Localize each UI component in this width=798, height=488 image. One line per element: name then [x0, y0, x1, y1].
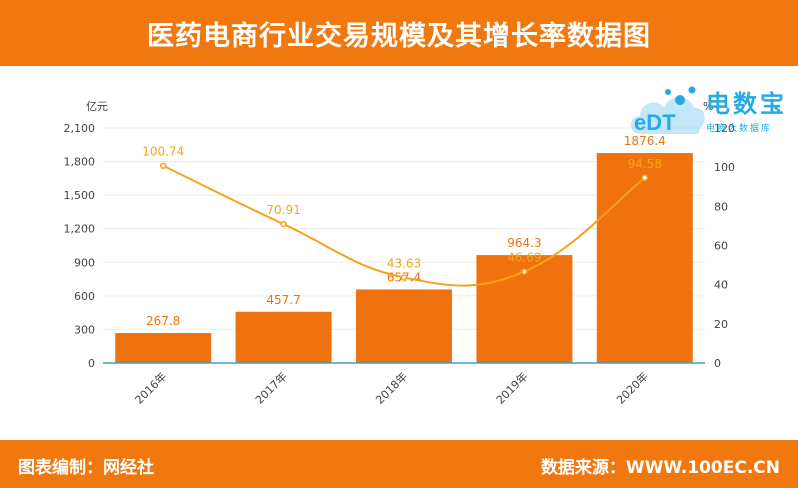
- logo-subtext: 电商大数据库: [706, 124, 773, 134]
- x-tick-label: 2016年: [132, 369, 169, 406]
- y-left-axis-label: 亿元: [86, 100, 108, 113]
- y-right-tick-label: 40: [714, 279, 728, 292]
- y-left-tick-label: 1,800: [64, 156, 96, 169]
- growth-rate-point: [400, 274, 408, 281]
- x-tick-label: 2020年: [613, 369, 650, 406]
- growth-rate-label: 94.58: [628, 157, 662, 171]
- bar: [115, 333, 212, 363]
- y-left-tick-label: 900: [74, 256, 95, 269]
- logo-cloud-icon: eDT: [631, 86, 705, 135]
- y-right-tick-label: 20: [714, 318, 728, 331]
- bar: [596, 153, 693, 363]
- y-left-tick-label: 300: [74, 323, 95, 336]
- y-left-tick-label: 0: [88, 357, 95, 370]
- chart-title: 医药电商行业交易规模及其增长率数据图: [147, 20, 651, 52]
- logo-text: 电数宝: [706, 90, 787, 118]
- bar-value-label: 457.7: [266, 293, 300, 307]
- bar-value-label: 267.8: [146, 314, 180, 328]
- y-right-tick-label: 60: [714, 240, 728, 253]
- y-right-axis-label: %: [703, 100, 713, 113]
- y-right-tick-label: 0: [714, 357, 721, 370]
- y-left-tick-label: 2,100: [64, 122, 96, 135]
- x-tick-label: 2018年: [373, 369, 410, 406]
- footer-banner: 图表编制：网经社 数据来源：WWW.100EC.CN: [0, 440, 798, 488]
- growth-rate-point: [641, 174, 649, 182]
- bar-value-label: 964.3: [507, 236, 541, 250]
- combo-chart: 0 300 600 900 1,200 1,500 1,800 2,100 0 20 40 60 80 1…: [64, 100, 736, 407]
- y-right-tick-label: 80: [714, 200, 728, 213]
- x-tick-label: 2019年: [493, 369, 530, 406]
- y-left-tick-label: 1,500: [64, 189, 96, 202]
- y-left-tick-label: 600: [74, 290, 95, 303]
- x-tick-label: 2017年: [252, 369, 289, 406]
- y-left-tick-label: 1,200: [64, 223, 96, 236]
- growth-rate-label: 43.63: [387, 257, 421, 271]
- svg-text:eDT: eDT: [634, 110, 676, 135]
- footer-credit: 图表编制：网经社: [18, 458, 154, 478]
- growth-rate-label: 46.69: [507, 251, 541, 265]
- chart-title-banner: 医药电商行业交易规模及其增长率数据图: [0, 0, 798, 66]
- footer-source: 数据来源：WWW.100EC.CN: [540, 458, 780, 478]
- growth-rate-label: 100.74: [142, 145, 184, 159]
- growth-rate-point: [280, 220, 287, 228]
- bar-value-label: 1876.4: [624, 134, 666, 148]
- growth-rate-point: [521, 268, 528, 275]
- bar: [235, 311, 332, 363]
- bar: [356, 289, 452, 363]
- y-right-tick-label: 100: [714, 161, 735, 174]
- growth-rate-point: [159, 162, 167, 169]
- growth-rate-label: 70.91: [266, 203, 300, 217]
- y-right-tick-label: 120: [714, 122, 735, 135]
